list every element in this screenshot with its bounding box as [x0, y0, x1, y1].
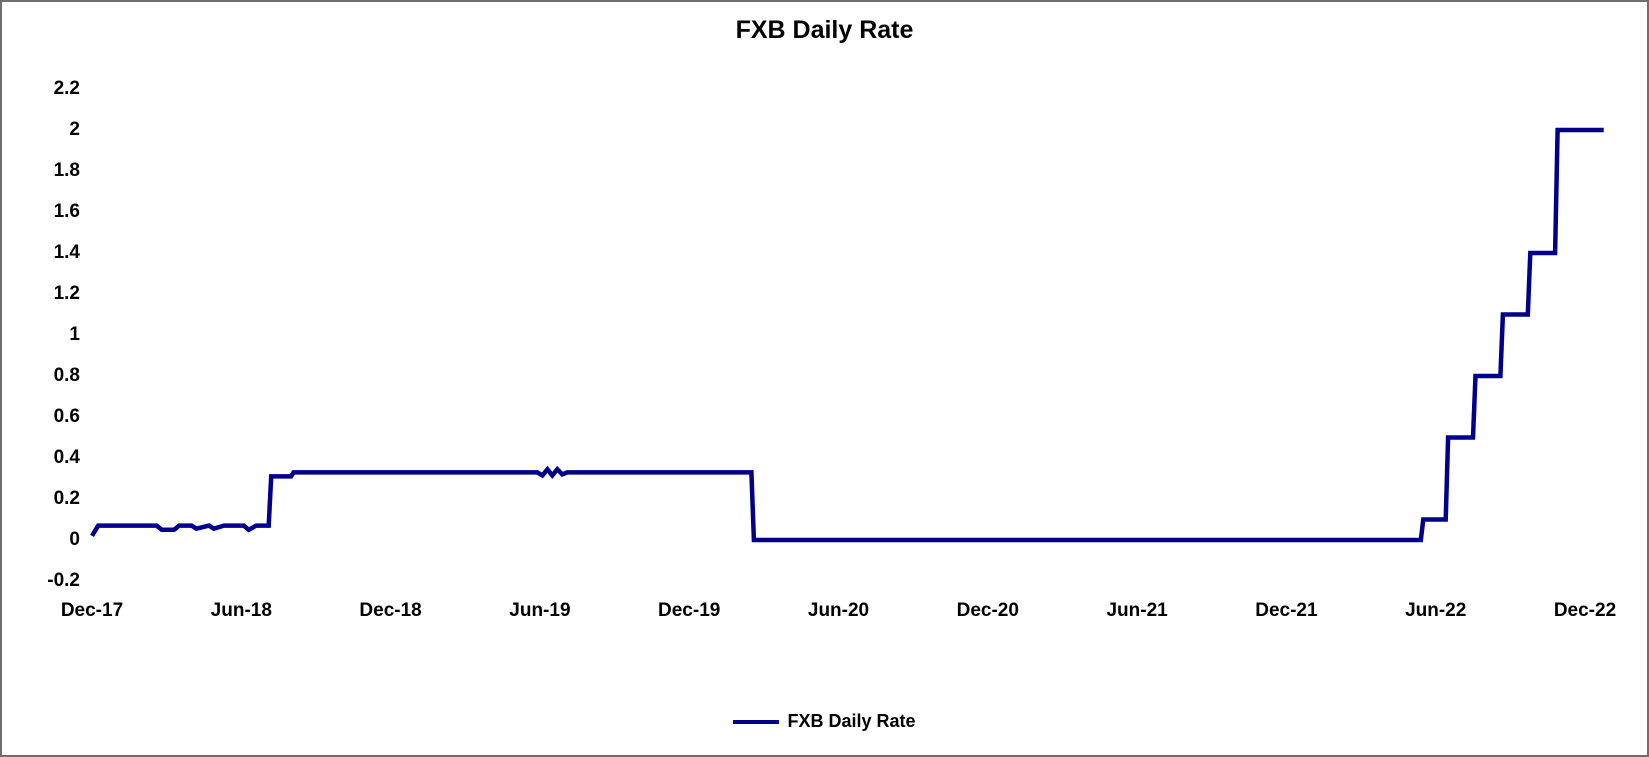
x-tick-label: Dec-22	[1553, 600, 1617, 621]
y-tick-label: 0.6	[53, 406, 80, 427]
x-tick-label: Jun-22	[1405, 600, 1467, 621]
fxb-rate-line-series	[90, 127, 1604, 543]
x-tick-label: Jun-20	[807, 600, 870, 621]
legend-label: FXB Daily Rate	[787, 711, 916, 731]
y-tick-label: 1	[69, 324, 80, 345]
chart-title: FXB Daily Rate	[735, 16, 914, 44]
y-tick-label: 1.4	[53, 242, 80, 263]
x-tick-label: Dec-17	[60, 600, 124, 621]
y-tick-label: 2.2	[53, 78, 80, 99]
y-tick-label: 0	[69, 529, 80, 550]
x-tick-label: Jun-18	[210, 600, 272, 621]
legend-line-swatch	[733, 719, 780, 724]
x-tick-label: Dec-20	[956, 600, 1019, 621]
x-tick-label: Jun-19	[509, 600, 571, 621]
y-tick-label: 1.8	[53, 160, 80, 181]
x-tick-label: Dec-21	[1255, 600, 1318, 621]
y-tick-label: 2	[69, 119, 80, 140]
x-tick-label: Dec-18	[359, 600, 422, 621]
y-tick-label: 0.2	[53, 488, 80, 509]
x-tick-label: Jun-21	[1106, 600, 1168, 621]
x-tick-label: Dec-19	[658, 600, 721, 621]
y-tick-label: -0.2	[47, 570, 80, 591]
y-tick-label: 1.6	[53, 201, 80, 222]
y-tick-label: 0.8	[53, 365, 80, 386]
legend: FXB Daily Rate	[2, 711, 1647, 732]
y-tick-label: 1.2	[53, 283, 80, 304]
y-tick-label: 0.4	[53, 447, 80, 468]
